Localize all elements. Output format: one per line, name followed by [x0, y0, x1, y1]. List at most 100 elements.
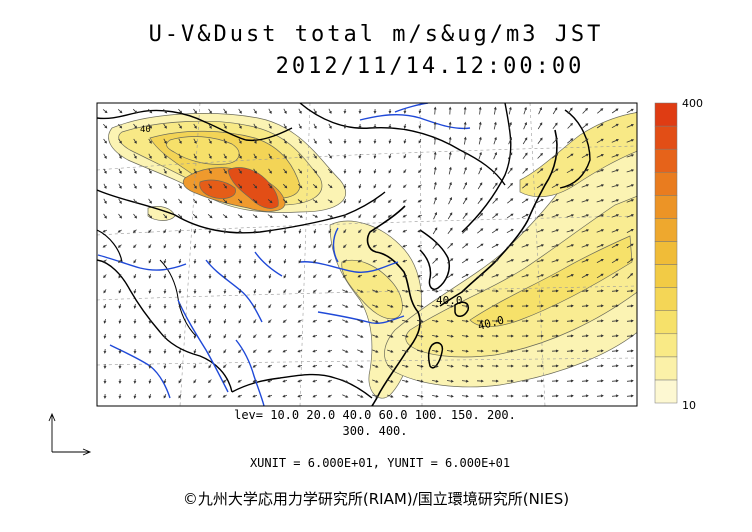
wind-vector-arrow: [596, 319, 604, 323]
wind-vector-arrow: [417, 394, 424, 398]
wind-vector-arrow: [193, 258, 197, 264]
wind-vector-arrow: [418, 139, 422, 144]
wind-vector-arrow: [193, 108, 197, 114]
wind-vector-arrow: [567, 107, 573, 115]
wind-vector-arrow: [536, 394, 544, 398]
wind-vector-arrow: [253, 304, 257, 309]
wind-vector-arrow: [491, 243, 499, 248]
wind-vector-arrow: [626, 394, 634, 398]
wind-vector-arrow: [178, 379, 182, 384]
wind-vector-arrow: [253, 228, 257, 234]
wind-vector-arrow: [476, 364, 484, 368]
wind-vector-arrow: [223, 303, 227, 309]
wind-vector-arrow: [521, 349, 529, 353]
wind-vector-arrow: [178, 123, 182, 129]
wind-vector-arrow: [148, 303, 152, 309]
wind-vector-arrow: [507, 379, 514, 383]
wind-vector-arrow: [148, 348, 152, 354]
wind-vector-arrow: [208, 333, 212, 339]
wind-vector-arrow: [283, 274, 287, 279]
wind-vector-arrow: [476, 258, 484, 263]
wind-vector-arrow: [283, 258, 287, 264]
wind-vector-arrow: [133, 138, 137, 144]
wind-vector-arrow: [297, 319, 302, 323]
wind-vector-arrow: [432, 273, 439, 279]
wind-vector-arrow: [163, 394, 167, 399]
wind-vector-arrow: [521, 259, 530, 263]
wind-vector-arrow: [148, 378, 152, 384]
wind-vector-arrow: [418, 169, 422, 173]
wind-vector-arrow: [343, 108, 347, 114]
wind-vector-arrow: [566, 214, 575, 218]
wind-vector-arrow: [581, 229, 590, 233]
wind-vector-arrow: [118, 303, 122, 309]
wind-vector-arrow: [448, 106, 452, 115]
wind-vector-arrow: [238, 288, 242, 294]
wind-vector-arrow: [193, 198, 197, 204]
wind-vector-arrow: [611, 244, 619, 248]
wind-vector-arrow: [418, 108, 422, 114]
wind-vector-arrow: [566, 349, 574, 353]
wind-vector-arrow: [626, 243, 634, 249]
wind-vector-arrow: [566, 289, 574, 293]
wind-vector-arrow: [342, 289, 349, 293]
wind-vector-arrow: [342, 394, 349, 398]
wind-vector-arrow: [401, 394, 409, 398]
wind-vector-arrow: [103, 198, 107, 204]
wind-vector-arrow: [476, 319, 484, 323]
wind-vector-arrow: [508, 137, 512, 145]
wind-vector-arrow: [627, 273, 634, 279]
wind-vector-arrow: [208, 228, 212, 234]
wind-vector-arrow: [312, 364, 318, 368]
wind-vector-arrow: [581, 289, 589, 293]
wind-vector-arrow: [611, 394, 619, 398]
wind-vector-arrow: [282, 319, 287, 323]
wind-vector-arrow: [252, 199, 258, 204]
colorbar-swatch: [654, 287, 678, 311]
wind-vector-arrow: [298, 138, 302, 144]
wind-vector-arrow: [208, 108, 212, 114]
wind-vector-arrow: [343, 229, 347, 234]
wind-vector-arrow: [222, 394, 227, 398]
wind-vector-arrow: [297, 334, 302, 338]
wind-vector-arrow: [522, 183, 529, 189]
wind-vector-arrow: [103, 318, 107, 324]
wind-vector-arrow: [567, 122, 573, 129]
wind-vector-arrow: [418, 123, 422, 129]
wind-vector-arrow: [478, 167, 482, 175]
wind-vector-arrow: [521, 364, 529, 368]
wind-vector-arrow: [103, 168, 107, 174]
wind-vector-arrow: [178, 394, 182, 399]
wind-vector-arrow: [118, 333, 122, 339]
wind-vector-arrow: [312, 214, 319, 218]
wind-vector-arrow: [417, 334, 424, 338]
wind-vector-arrow: [537, 152, 543, 159]
wind-vector-arrow: [432, 394, 439, 398]
wind-vector-arrow: [387, 229, 392, 233]
wind-vector-arrow: [118, 168, 122, 174]
wind-vector-arrow: [491, 364, 499, 368]
wind-vector-arrow: [461, 334, 469, 338]
wind-vector-arrow: [401, 364, 409, 368]
wind-vector-arrow: [313, 168, 318, 174]
wind-vector-arrow: [343, 198, 347, 204]
wind-vector-arrow: [357, 349, 364, 353]
wind-vector-arrow: [492, 197, 498, 204]
wind-vector-arrow: [402, 259, 408, 263]
wind-vector-arrow: [238, 258, 242, 264]
wind-vector-arrow: [103, 348, 107, 354]
wind-vector-arrow: [403, 169, 407, 174]
wind-vector-arrow: [103, 304, 107, 309]
wind-vector-arrow: [536, 183, 544, 189]
wind-vector-arrow: [358, 108, 362, 114]
wind-vector-arrow: [536, 244, 545, 248]
wind-vector-arrow: [133, 303, 137, 309]
wind-vector-arrow: [566, 184, 574, 188]
wind-vector-arrow: [103, 393, 107, 399]
wind-vector-arrow: [178, 183, 182, 189]
wind-vector-arrow: [373, 214, 377, 219]
wind-vector-arrow: [327, 199, 333, 203]
wind-vector-arrow: [581, 259, 589, 263]
wind-vector-arrow: [312, 349, 318, 353]
wind-vector-arrow: [432, 242, 438, 250]
